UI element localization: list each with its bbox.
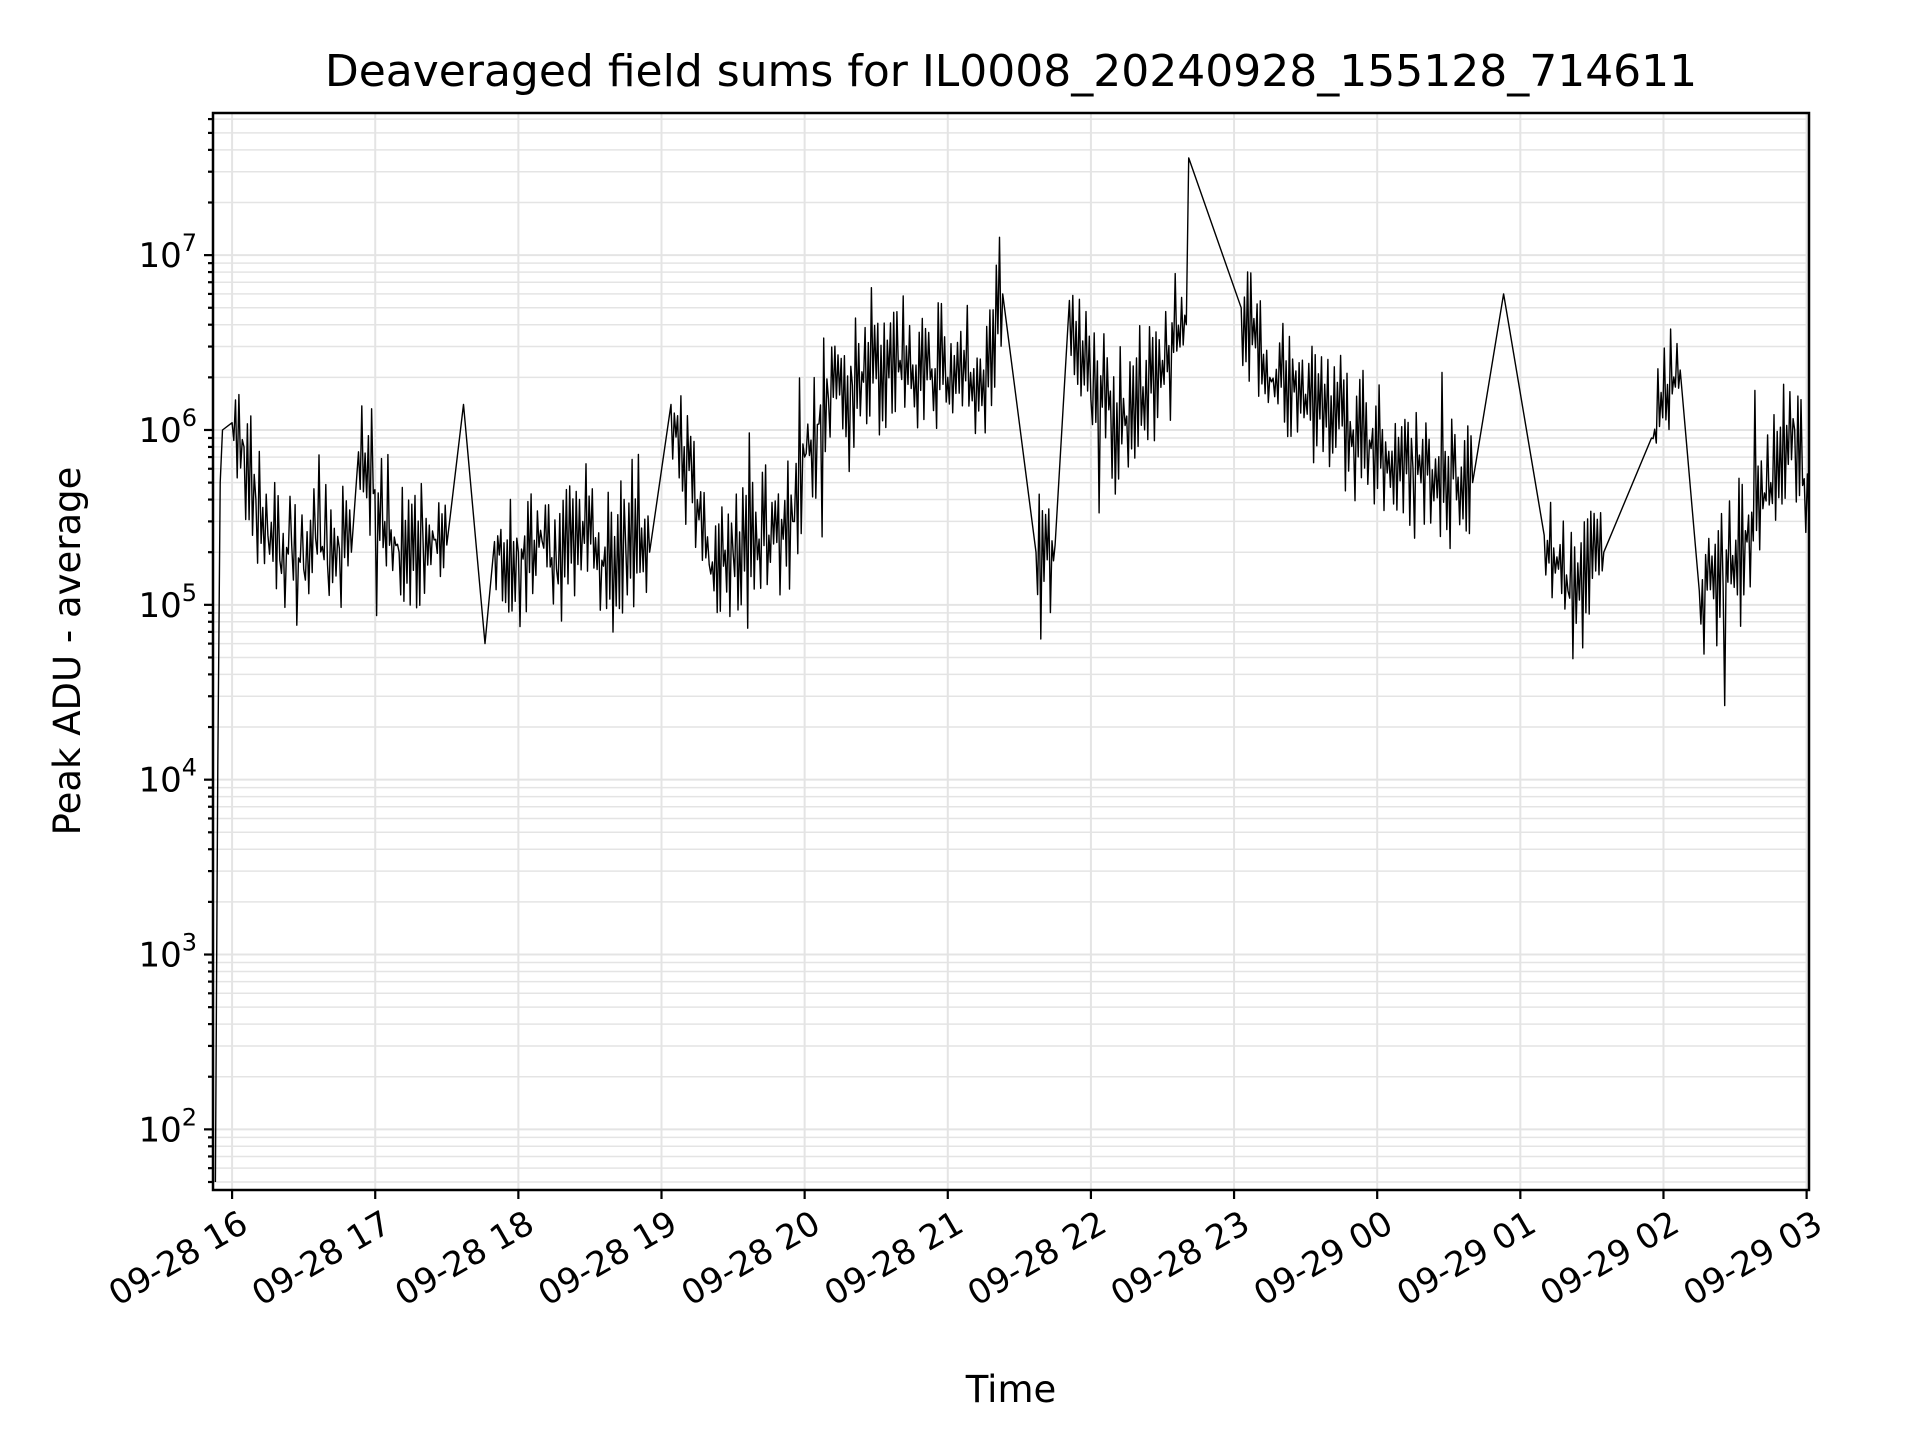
y-tick-label: 107 [138, 229, 197, 276]
y-tick-label: 105 [138, 579, 197, 626]
x-axis-label: Time [965, 1368, 1057, 1411]
y-tick-label: 104 [138, 754, 197, 801]
y-tick-label: 106 [138, 404, 197, 451]
y-tick-label: 102 [138, 1103, 197, 1150]
series-layer [214, 157, 1809, 1183]
y-tick-label: 103 [138, 929, 197, 976]
y-axis-label: Peak ADU - average [46, 467, 89, 836]
series-line [214, 157, 1809, 1183]
chart-title: Deaveraged field sums for IL0008_2024092… [325, 46, 1697, 97]
plot-frame [211, 111, 1811, 1192]
grid-layer [213, 113, 1809, 1190]
